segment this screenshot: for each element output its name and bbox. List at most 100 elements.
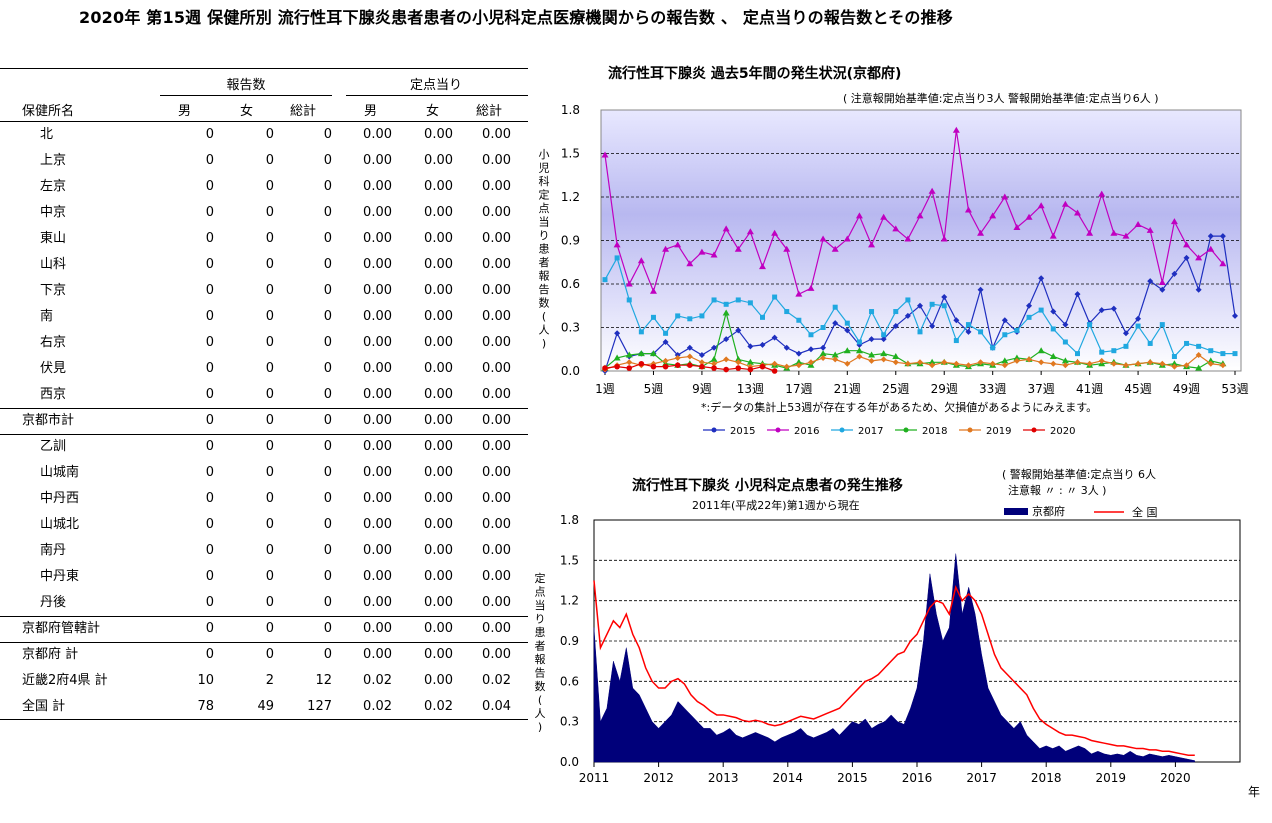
x-tick-label: 33週 [979, 382, 1006, 396]
y-axis-label-char: り [539, 229, 550, 242]
table-row: 乙訓 0 0 0 0.00 0.00 0.00 [0, 434, 528, 460]
cell-t: 12 [315, 673, 332, 688]
data-point [614, 363, 620, 370]
data-point [928, 358, 936, 365]
legend-label: 2017 [858, 426, 883, 437]
table-top-rule [0, 68, 528, 69]
cell-pt: 0.00 [482, 543, 511, 558]
y-tick-label: 1.2 [560, 594, 579, 608]
row-separator [0, 434, 528, 435]
data-point [662, 339, 669, 345]
data-point [1196, 343, 1202, 349]
cell-f: 0 [265, 205, 274, 220]
cell-f: 0 [265, 517, 274, 532]
x-tick-label: 5週 [644, 382, 664, 396]
data-point [1049, 232, 1057, 239]
table-row: 中丹東 0 0 0 0.00 0.00 0.00 [0, 564, 528, 590]
data-point [1025, 213, 1033, 220]
cell-pf: 0.00 [424, 257, 453, 272]
data-point [698, 248, 706, 255]
cell-pt: 0.00 [482, 283, 511, 298]
y-axis-label-char: ( [538, 694, 542, 707]
cell-pt: 0.00 [482, 465, 511, 480]
data-point [868, 351, 876, 358]
data-point [1086, 229, 1094, 236]
cell-pf: 0.00 [424, 361, 453, 376]
cell-pm: 0.00 [363, 231, 392, 246]
cell-t: 0 [323, 569, 332, 584]
cell-pf: 0.00 [424, 153, 453, 168]
cell-pm: 0.00 [363, 621, 392, 636]
data-point [917, 302, 923, 309]
data-point [843, 347, 851, 354]
cell-pm: 0.00 [363, 335, 392, 350]
data-point [952, 126, 960, 133]
data-point [1207, 233, 1214, 240]
cell-pm: 0.02 [363, 699, 392, 714]
data-point [686, 260, 694, 267]
cell-pm: 0.00 [363, 257, 392, 272]
cell-pf: 0.00 [424, 335, 453, 350]
cell-t: 0 [323, 361, 332, 376]
data-point [1183, 241, 1191, 248]
y-tick-label: 1.8 [560, 513, 579, 527]
data-point [1207, 360, 1214, 367]
data-point [747, 343, 754, 350]
data-point [711, 344, 718, 351]
y-axis-label-char: 当 [535, 598, 546, 612]
chart-title: 流行性耳下腺炎 小児科定点患者の発生推移 [632, 477, 903, 494]
data-point [1147, 340, 1153, 346]
data-point [1074, 359, 1081, 366]
data-point [808, 332, 814, 338]
cell-pm: 0.00 [363, 205, 392, 220]
data-point [941, 294, 948, 301]
data-point [1050, 326, 1056, 332]
cell-pt: 0.00 [482, 387, 511, 402]
cell-f: 0 [265, 231, 274, 246]
cell-m: 0 [205, 621, 214, 636]
table-row: 東山 0 0 0 0.00 0.00 0.00 [0, 226, 528, 252]
data-point [675, 313, 681, 319]
data-point [1099, 349, 1105, 355]
row-name: 京都府管轄計 [22, 621, 101, 636]
data-point [941, 359, 948, 366]
cell-f: 2 [265, 673, 274, 688]
data-point [602, 277, 608, 283]
cell-t: 0 [323, 387, 332, 402]
cell-pf: 0.00 [424, 647, 453, 662]
data-point [953, 360, 960, 367]
cell-pf: 0.00 [424, 205, 453, 220]
data-point [929, 301, 935, 307]
data-point [868, 336, 875, 343]
data-point [723, 356, 730, 363]
data-point [735, 297, 741, 303]
data-point [1147, 278, 1154, 285]
data-point [880, 350, 888, 357]
data-point [1111, 348, 1117, 354]
table-row: 山城南 0 0 0 0.00 0.00 0.00 [0, 460, 528, 486]
cell-pf: 0.00 [424, 413, 453, 428]
row-name: 東山 [40, 231, 67, 246]
data-point [868, 357, 875, 364]
legend-marker [711, 427, 717, 433]
y-axis-label-char: 者 [539, 256, 550, 269]
data-point [1171, 363, 1178, 370]
col-header-total: 総計 [476, 104, 503, 119]
data-point [710, 251, 718, 258]
x-tick-label: 37週 [1028, 382, 1055, 396]
x-tick-label: 2020 [1160, 771, 1191, 785]
data-point [892, 359, 899, 366]
cell-pt: 0.00 [482, 179, 511, 194]
data-point [1219, 233, 1226, 240]
data-point [698, 359, 705, 366]
data-point [1001, 362, 1008, 369]
series-line-2016 [604, 130, 1224, 296]
data-point [784, 309, 790, 315]
data-point [1171, 354, 1177, 359]
table-row: 京都府 計 0 0 0 0.00 0.00 0.00 [0, 642, 528, 668]
data-point [687, 316, 693, 322]
data-point [1038, 307, 1044, 313]
data-point [711, 360, 718, 367]
legend-label: 2020 [1050, 426, 1075, 437]
group-rule-per-sentinel [346, 95, 528, 96]
